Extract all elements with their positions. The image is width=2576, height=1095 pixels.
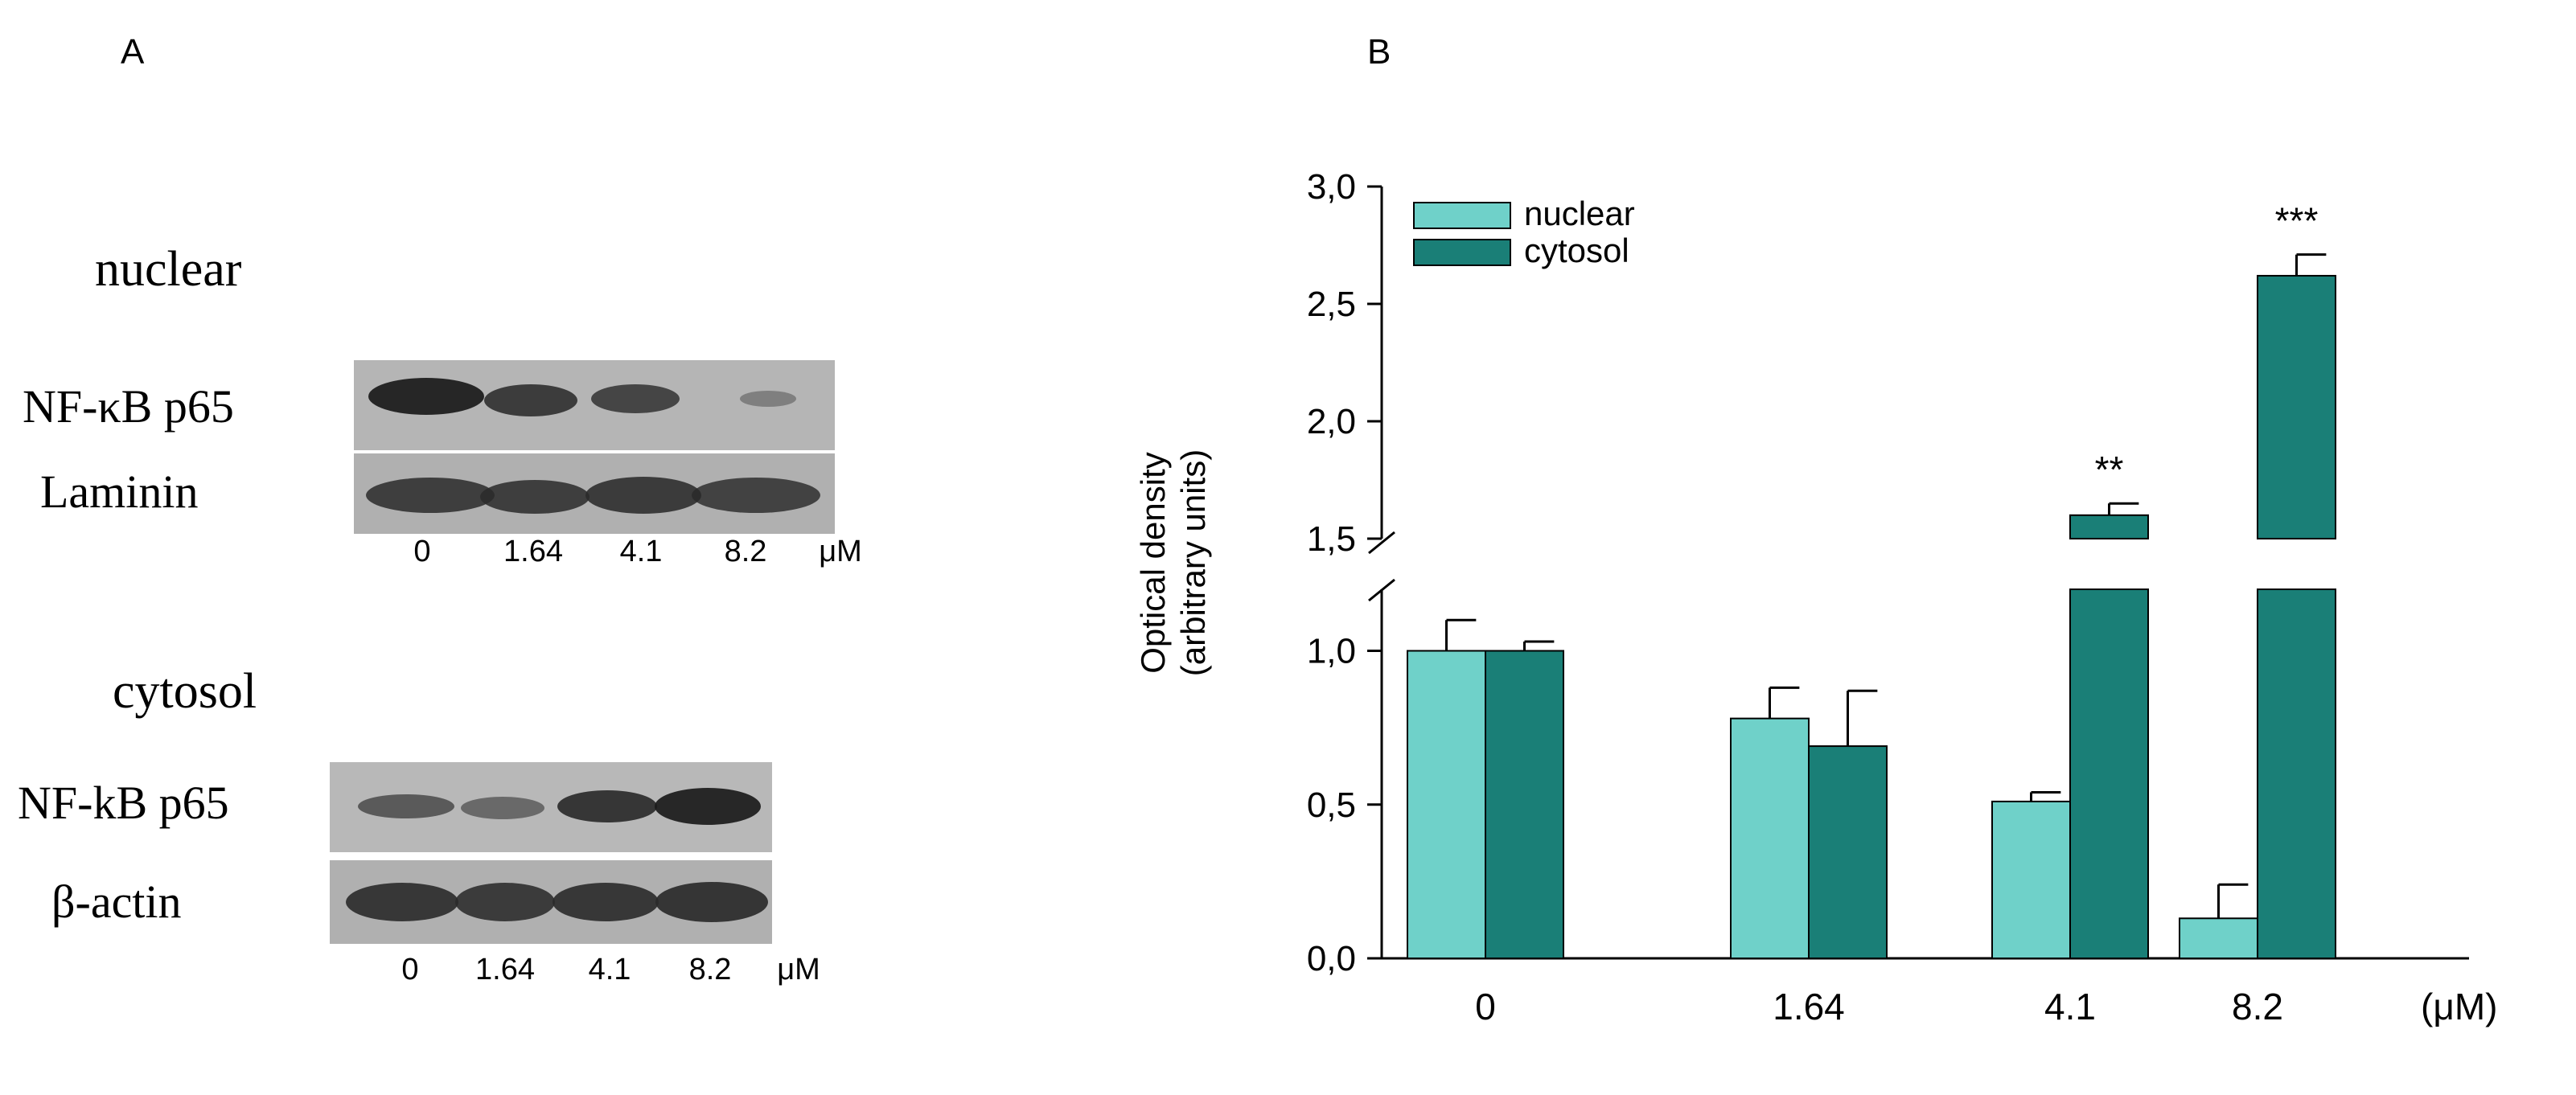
cytosol-lane-label: 1.64 <box>475 953 535 986</box>
band <box>557 790 657 822</box>
nuclear-laminin-bands <box>366 477 820 514</box>
y-tick-label: 1,0 <box>1307 632 1356 671</box>
band <box>655 788 761 825</box>
y-tick-label: 2,5 <box>1307 285 1356 324</box>
nuclear-laminin-blot <box>354 453 835 534</box>
cytosol-lane-label: 4.1 <box>588 953 631 986</box>
cytosol-blot-title: cytosol <box>113 664 257 719</box>
nuclear-blot-title: nuclear <box>95 242 242 297</box>
legend-swatch-nuclear <box>1413 202 1511 229</box>
nuclear-lane-label: 4.1 <box>619 535 663 568</box>
legend-label-nuclear: nuclear <box>1524 195 1635 232</box>
cytosol-row-label-nfkb: NF-kB p65 <box>18 777 229 829</box>
band <box>455 883 555 921</box>
band <box>366 478 495 513</box>
cytosol-unit-label: μM <box>777 953 820 986</box>
nuclear-lane-label: 8.2 <box>724 535 767 568</box>
bar-cytosol <box>1485 650 1564 959</box>
band <box>553 883 659 921</box>
x-tick-label: 8.2 <box>2232 986 2283 1027</box>
band <box>585 477 701 514</box>
nuclear-row-label-laminin: Laminin <box>40 465 199 518</box>
bar-cytosol <box>1808 745 1888 959</box>
bar-nuclear <box>1730 717 1810 960</box>
nuclear-nfkb-blot <box>354 360 835 450</box>
cytosol-lane-label: 0 <box>401 953 419 986</box>
bar-cytosol <box>2069 589 2149 959</box>
panel-a-label: A <box>121 32 145 72</box>
significance-marker: *** <box>2275 200 2319 242</box>
cytosol-actin-blot <box>330 860 772 944</box>
band <box>692 478 820 513</box>
band <box>368 378 484 415</box>
band <box>358 794 454 818</box>
band <box>655 882 768 922</box>
bar-cytosol-upper <box>2257 274 2336 539</box>
y-tick-label: 0,0 <box>1307 939 1356 978</box>
legend-label-cytosol: cytosol <box>1524 232 1629 269</box>
axis-break-mark <box>1368 578 1395 602</box>
bar-nuclear <box>2179 917 2258 960</box>
x-tick-label: 4.1 <box>2044 986 2096 1027</box>
nuclear-lane-label: 0 <box>413 535 431 568</box>
y-tick-label: 1,5 <box>1307 519 1356 559</box>
bar-cytosol-upper <box>2069 514 2149 539</box>
x-axis-unit-label: (μM) <box>2421 986 2497 1027</box>
nuclear-nfkb-bands <box>368 378 796 416</box>
x-tick-label: 0 <box>1475 986 1496 1027</box>
band <box>461 797 544 819</box>
y-axis-label: (arbitrary units) <box>1174 449 1212 676</box>
band <box>346 883 458 921</box>
nuclear-row-label-nfkb: NF-κB p65 <box>23 380 234 433</box>
cytosol-lane-label: 8.2 <box>688 953 732 986</box>
y-tick-label: 3,0 <box>1307 167 1356 207</box>
nuclear-lane-label: 1.64 <box>503 535 563 568</box>
band <box>740 391 796 407</box>
y-axis-label: Optical density <box>1134 452 1172 673</box>
bar-cytosol <box>2257 589 2336 959</box>
axis-break-mark <box>1368 531 1395 555</box>
band <box>484 384 577 416</box>
legend-swatch-cytosol <box>1413 239 1511 266</box>
band <box>591 384 680 413</box>
cytosol-actin-bands <box>346 882 768 922</box>
significance-marker: ** <box>2095 449 2124 490</box>
cytosol-row-label-actin: β-actin <box>51 876 182 928</box>
y-tick-label: 2,0 <box>1307 402 1356 441</box>
bar-nuclear <box>1407 650 1486 959</box>
band <box>480 480 590 514</box>
cytosol-nfkb-blot <box>330 762 772 852</box>
bar-nuclear <box>1991 800 2071 959</box>
x-tick-label: 1.64 <box>1773 986 1845 1027</box>
cytosol-nfkb-bands <box>358 788 761 825</box>
y-tick-label: 0,5 <box>1307 785 1356 825</box>
nuclear-unit-label: μM <box>819 535 862 568</box>
panel-b-label: B <box>1367 32 1391 72</box>
